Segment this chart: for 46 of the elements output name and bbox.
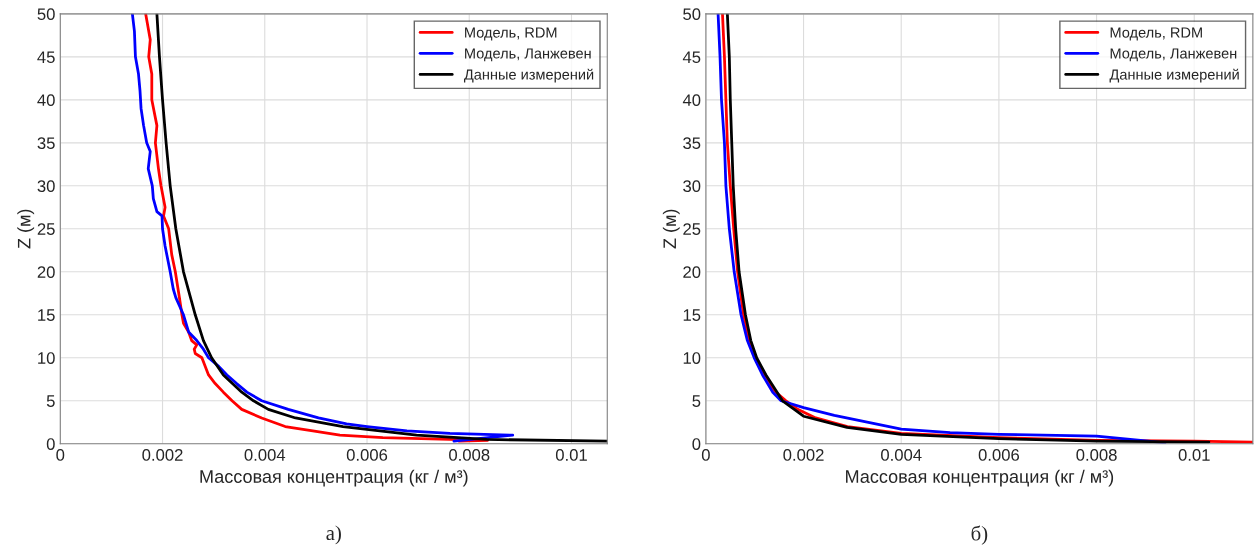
- x-axis-title: Массовая концентрация (кг / м³): [846, 469, 1114, 487]
- y-tick-label: 0: [692, 438, 701, 450]
- y-tick-label: 40: [37, 94, 55, 107]
- x-tick-label: 0.01: [1178, 449, 1210, 461]
- y-tick-label: 50: [37, 8, 55, 21]
- y-tick-label: 0: [46, 438, 55, 450]
- y-tick-label: 10: [38, 352, 55, 364]
- x-tick-label: 0.004: [244, 449, 286, 461]
- x-tick-label: 0.01: [555, 449, 587, 461]
- x-tick-label: 0.006: [978, 449, 1020, 461]
- y-tick-label: 30: [683, 180, 701, 193]
- x-tick-label: 0.002: [142, 449, 183, 461]
- y-tick-label: 30: [37, 180, 55, 193]
- y-tick-label: 5: [46, 395, 55, 407]
- x-tick-label: 0.008: [1076, 449, 1117, 461]
- y-tick-label: 25: [683, 223, 701, 236]
- legend-label: Данные измерений: [463, 68, 594, 83]
- y-tick-label: 35: [37, 137, 55, 150]
- text: а): [326, 525, 341, 545]
- y-tick-label: 15: [683, 309, 701, 321]
- y-tick-label: 25: [37, 223, 55, 236]
- legend-label: Модель, RDM: [465, 27, 557, 41]
- y-tick-label: 15: [38, 309, 55, 321]
- legend-label: Данные измерений: [1109, 68, 1239, 83]
- legend-label: Модель, Ланжевен: [465, 48, 591, 62]
- y-tick-label: 20: [683, 266, 701, 278]
- y-tick-label: 45: [37, 51, 55, 64]
- y-tick-label: 40: [682, 94, 701, 107]
- y-tick-label: 50: [683, 8, 701, 21]
- y-axis-title: Z (м): [662, 209, 680, 249]
- y-tick-label: 5: [692, 395, 701, 407]
- x-tick-label: 0: [701, 449, 710, 461]
- x-tick-label: 0.006: [346, 449, 388, 461]
- y-tick-label: 10: [683, 352, 701, 364]
- x-tick-label: 0.008: [449, 449, 490, 461]
- y-tick-label: 45: [682, 51, 701, 64]
- x-tick-label: 0: [56, 449, 65, 461]
- x-tick-label: 0.002: [783, 449, 824, 461]
- y-tick-label: 35: [683, 137, 701, 150]
- legend-label: Модель, Ланжевен: [1110, 48, 1237, 62]
- x-tick-label: 0.004: [881, 449, 922, 461]
- legend-label: Модель, RDM: [1110, 27, 1202, 41]
- y-tick-label: 20: [37, 266, 55, 278]
- y-axis-title: Z (м): [17, 209, 35, 249]
- x-axis-title: Массовая концентрация (кг / м³): [200, 469, 468, 487]
- text: б): [971, 525, 988, 545]
